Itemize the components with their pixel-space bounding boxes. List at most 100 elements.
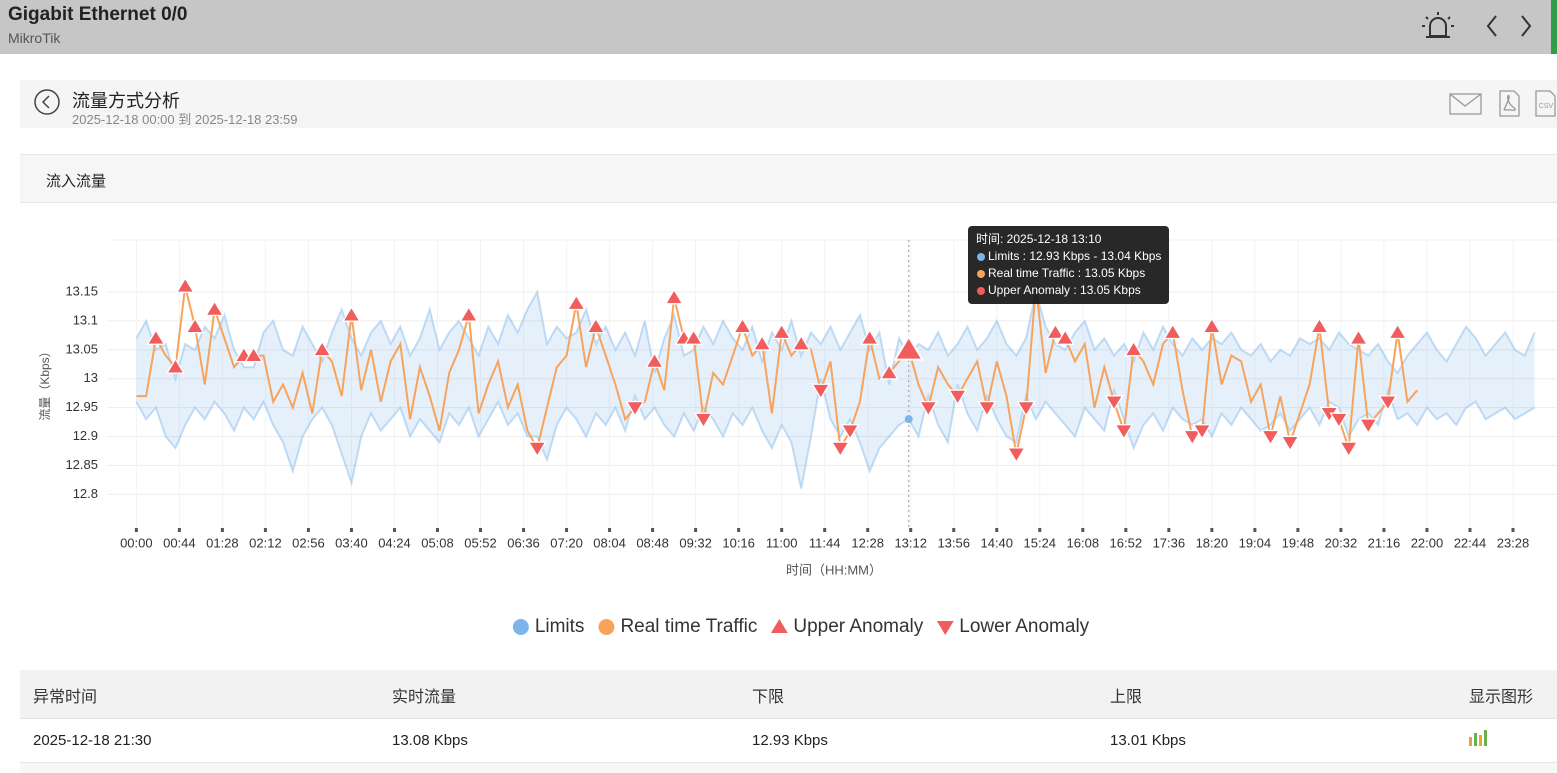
anomaly-marker — [733, 317, 753, 334]
legend-label: Real time Traffic — [620, 616, 757, 637]
anomaly-marker — [1309, 317, 1329, 334]
x-tick-label: 20:32 — [1325, 535, 1358, 550]
anomaly-marker — [1192, 424, 1212, 441]
column-header: 下限 — [752, 689, 785, 706]
hover-dot — [904, 415, 913, 424]
x-tick-label: 22:44 — [1454, 535, 1487, 550]
y-tick-label: 13.15 — [65, 283, 98, 298]
legend-marker — [936, 621, 954, 635]
anomaly-marker — [1104, 395, 1124, 412]
tooltip-line: Real time Traffic : 13.05 Kbps — [988, 266, 1145, 280]
anomaly-marker — [175, 276, 195, 293]
tooltip-dot — [977, 287, 985, 295]
x-tick-label: 19:04 — [1239, 535, 1272, 550]
next-button[interactable] — [1521, 15, 1532, 37]
x-tick-label: 00:44 — [163, 535, 196, 550]
table-cell: 13.08 Kbps — [392, 732, 468, 749]
anomaly-marker — [527, 441, 547, 458]
x-tick-label: 18:20 — [1196, 535, 1229, 550]
anomaly-marker — [977, 400, 997, 417]
anomaly-marker — [684, 328, 704, 345]
show-graph-icon[interactable] — [1468, 729, 1490, 747]
x-tick-label: 11:44 — [809, 535, 841, 550]
x-tick-label: 15:24 — [1024, 535, 1057, 550]
anomaly-marker — [664, 288, 684, 305]
anomaly-marker — [459, 305, 479, 322]
x-tick-label: 07:20 — [550, 535, 583, 550]
anomaly-marker — [860, 328, 880, 345]
anomaly-marker — [645, 352, 665, 369]
x-tick-label: 12:28 — [851, 535, 884, 550]
anomaly-marker — [840, 424, 860, 441]
tooltip-box — [968, 226, 1169, 304]
tooltip-line: Limits : 12.93 Kbps - 13.04 Kbps — [988, 249, 1161, 263]
csv-icon[interactable]: CSV — [1535, 90, 1556, 117]
tooltip-dot — [977, 270, 985, 278]
x-tick-label: 03:40 — [335, 535, 368, 550]
anomaly-marker — [185, 317, 205, 334]
table-header — [20, 670, 1557, 719]
anomaly-marker — [1260, 429, 1281, 446]
limits-band — [136, 292, 1535, 489]
column-header: 上限 — [1110, 689, 1143, 706]
column-header: 显示图形 — [1469, 689, 1534, 706]
device-subtitle: MikroTik — [8, 30, 61, 46]
pdf-icon[interactable] — [1499, 90, 1520, 117]
anomaly-marker — [1329, 412, 1349, 429]
column-header: 实时流量 — [392, 689, 457, 706]
alarm-icon[interactable] — [1422, 12, 1454, 38]
x-tick-label: 00:00 — [120, 535, 153, 550]
anomaly-marker — [772, 323, 792, 340]
anomaly-marker — [791, 334, 811, 351]
table-cell: 2025-12-18 21:30 — [33, 732, 152, 749]
anomaly-marker — [693, 412, 713, 429]
legend-marker — [770, 619, 788, 633]
column-header: 异常时间 — [33, 689, 98, 706]
x-tick-label: 05:08 — [421, 535, 454, 550]
x-axis-label: 时间（HH:MM） — [786, 562, 882, 577]
anomaly-marker — [566, 294, 586, 311]
x-tick-label: 23:28 — [1497, 535, 1530, 550]
anomaly-marker — [1163, 323, 1183, 340]
x-tick-label: 10:16 — [722, 535, 755, 550]
x-tick-label: 13:56 — [937, 535, 970, 550]
legend-label: Limits — [535, 616, 585, 637]
table-row — [20, 719, 1557, 763]
x-tick-label: 06:36 — [507, 535, 540, 550]
prev-button[interactable] — [1486, 15, 1497, 37]
legend-label: Upper Anomaly — [793, 616, 923, 637]
section-header — [20, 80, 1557, 128]
anomaly-marker — [165, 357, 186, 374]
date-range: 2025-12-18 00:00 到 2025-12-18 23:59 — [72, 112, 298, 127]
y-tick-label: 12.9 — [73, 428, 98, 443]
x-tick-label: 09:32 — [679, 535, 712, 550]
x-tick-label: 01:28 — [206, 535, 239, 550]
x-tick-label: 16:52 — [1110, 535, 1143, 550]
legend-marker — [598, 619, 615, 635]
anomaly-marker — [312, 340, 332, 357]
y-tick-label: 13.05 — [65, 341, 98, 356]
section-title: 流量方式分析 — [72, 91, 180, 111]
anomaly-marker — [1378, 395, 1398, 412]
anomaly-marker — [948, 389, 968, 406]
tooltip-title: 时间: 2025-12-18 13:10 — [976, 232, 1102, 246]
table-cell: 13.01 Kbps — [1110, 732, 1186, 749]
tooltip-line: Upper Anomaly : 13.05 Kbps — [988, 283, 1141, 297]
anomaly-marker — [1202, 317, 1222, 334]
anomaly-marker — [1055, 328, 1075, 345]
anomaly-marker — [1182, 429, 1202, 446]
anomaly-marker — [811, 383, 831, 400]
chart: 12.8 12.85 12.9 12.95 13 13.05 13.1 13.15 00:00 0… — [38, 226, 1557, 637]
email-icon[interactable] — [1449, 93, 1482, 115]
back-button[interactable] — [33, 88, 61, 116]
table-cell: 12.93 Kbps — [752, 732, 828, 749]
anomaly-marker — [893, 334, 925, 361]
anomaly-marker — [918, 400, 938, 417]
y-tick-label: 13 — [84, 370, 98, 385]
legend: Limits Real time Traffic Upper Anomaly Lowe… — [512, 616, 1090, 637]
x-tick-label: 11:00 — [766, 535, 798, 550]
x-tick-label: 22:00 — [1411, 535, 1444, 550]
anomaly-marker — [586, 317, 606, 334]
tooltip: 时间: 2025-12-18 13:10 Limits : 12.93 Kbps … — [968, 226, 1169, 304]
anomaly-marker — [1124, 340, 1144, 357]
